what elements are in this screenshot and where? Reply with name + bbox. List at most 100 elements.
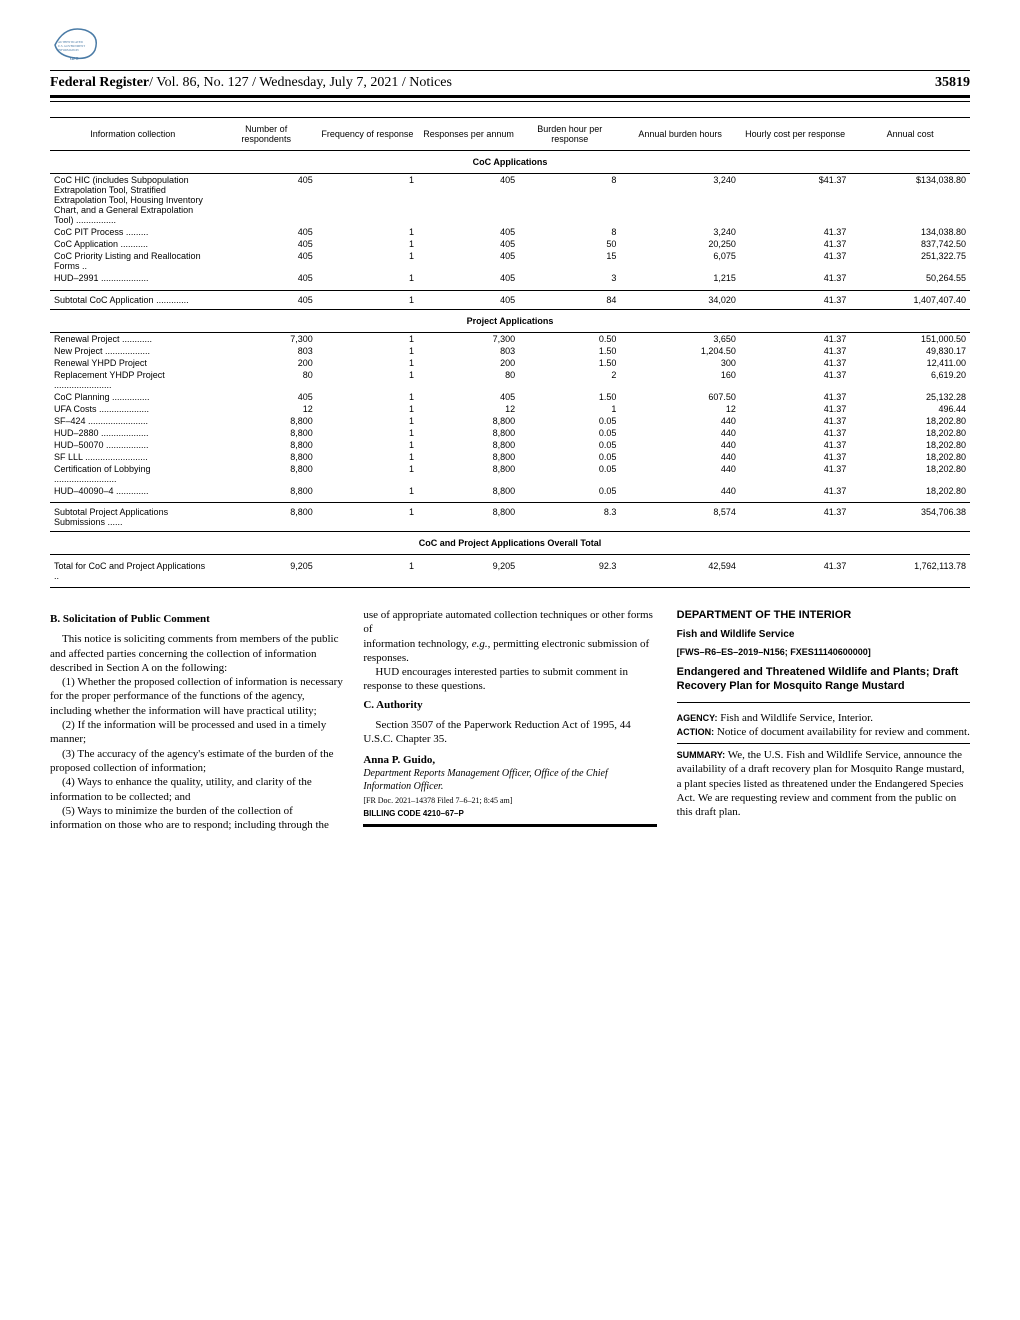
row-label: HUD–50070 ................. xyxy=(50,439,216,451)
table-cell: 8,800 xyxy=(216,439,317,451)
table-cell: 41.37 xyxy=(740,345,850,357)
table-cell: 1 xyxy=(317,332,418,345)
table-cell: 3 xyxy=(519,272,620,284)
table-cell: 6,075 xyxy=(620,250,740,272)
table-cell: 12 xyxy=(216,403,317,415)
table-cell: 41.37 xyxy=(740,427,850,439)
row-label: Subtotal CoC Application ............. xyxy=(50,290,216,309)
table-row: Total for CoC and Project Applications .… xyxy=(50,555,970,588)
table-cell: 41.37 xyxy=(740,503,850,532)
col-header: Annual burden hours xyxy=(620,118,740,151)
table-cell: 50,264.55 xyxy=(850,272,970,284)
row-label: CoC Application ........... xyxy=(50,238,216,250)
table-cell: 803 xyxy=(216,345,317,357)
table-cell: 8 xyxy=(519,174,620,227)
table-cell: 8,800 xyxy=(216,485,317,497)
agency-name: Fish and Wildlife Service xyxy=(677,628,970,641)
table-cell: 8,800 xyxy=(216,451,317,463)
table-cell: 7,300 xyxy=(216,332,317,345)
paragraph: (3) The accuracy of the agency's estimat… xyxy=(50,747,343,776)
table-row: HUD–40090–4 .............8,80018,8000.05… xyxy=(50,485,970,497)
table-row: HUD–2991 ...................405140531,21… xyxy=(50,272,970,284)
table-cell: 18,202.80 xyxy=(850,451,970,463)
table-cell: 1,215 xyxy=(620,272,740,284)
table-cell: 1 xyxy=(317,290,418,309)
table-cell: 41.37 xyxy=(740,290,850,309)
row-label: SF LLL ......................... xyxy=(50,451,216,463)
table-row: New Project ..................80318031.5… xyxy=(50,345,970,357)
table-cell: $41.37 xyxy=(740,174,850,227)
row-label: Total for CoC and Project Applications .… xyxy=(50,555,216,588)
table-cell: 41.37 xyxy=(740,391,850,403)
table-cell: 0.05 xyxy=(519,463,620,485)
summary-block: SUMMARY: We, the U.S. Fish and Wildlife … xyxy=(677,748,970,819)
table-cell: 41.37 xyxy=(740,332,850,345)
table-cell: 1 xyxy=(317,403,418,415)
row-label: HUD–40090–4 ............. xyxy=(50,485,216,497)
row-label: Renewal Project ............ xyxy=(50,332,216,345)
table-cell: 405 xyxy=(418,272,519,284)
table-cell: 8,800 xyxy=(216,415,317,427)
header-rule xyxy=(50,100,970,102)
table-cell: 41.37 xyxy=(740,415,850,427)
table-cell: 1 xyxy=(317,174,418,227)
svg-text:INFORMATION: INFORMATION xyxy=(58,48,80,52)
table-cell: 41.37 xyxy=(740,485,850,497)
table-cell: 8,800 xyxy=(216,503,317,532)
table-cell: 41.37 xyxy=(740,403,850,415)
table-cell: 1 xyxy=(317,439,418,451)
row-label: HUD–2991 ................... xyxy=(50,272,216,284)
table-cell: 803 xyxy=(418,345,519,357)
table-cell: 8,800 xyxy=(418,415,519,427)
row-label: New Project .................. xyxy=(50,345,216,357)
table-cell: 80 xyxy=(418,369,519,391)
table-cell: 1.50 xyxy=(519,357,620,369)
table-row: HUD–50070 .................8,80018,8000.… xyxy=(50,439,970,451)
paragraph: Section 3507 of the Paperwork Reduction … xyxy=(363,718,656,747)
table-cell: 405 xyxy=(216,272,317,284)
table-cell: 18,202.80 xyxy=(850,439,970,451)
table-cell: 0.05 xyxy=(519,451,620,463)
billing-code: BILLING CODE 4210–67–P xyxy=(363,809,656,819)
table-cell: 1 xyxy=(317,503,418,532)
table-row: UFA Costs ....................1211211241… xyxy=(50,403,970,415)
paragraph: (1) Whether the proposed collection of i… xyxy=(50,675,343,718)
table-cell: 251,322.75 xyxy=(850,250,970,272)
col-header: Hourly cost per response xyxy=(740,118,850,151)
table-cell: 8,800 xyxy=(418,427,519,439)
row-label: SF–424 ........................ xyxy=(50,415,216,427)
table-cell: 18,202.80 xyxy=(850,463,970,485)
table-cell: 41.37 xyxy=(740,226,850,238)
table-cell: 1 xyxy=(317,272,418,284)
header-page: 35819 xyxy=(935,75,970,91)
table-cell: 354,706.38 xyxy=(850,503,970,532)
table-cell: 1,762,113.78 xyxy=(850,555,970,588)
table-cell: 9,205 xyxy=(216,555,317,588)
table-row: Renewal Project ............7,30017,3000… xyxy=(50,332,970,345)
table-cell: 12 xyxy=(418,403,519,415)
table-cell: 405 xyxy=(418,226,519,238)
table-cell: 440 xyxy=(620,451,740,463)
section-heading: C. Authority xyxy=(363,698,656,712)
table-cell: $134,038.80 xyxy=(850,174,970,227)
col-header: Responses per annum xyxy=(418,118,519,151)
table-cell: 7,300 xyxy=(418,332,519,345)
agency-block: AGENCY: Fish and Wildlife Service, Inter… xyxy=(677,711,970,725)
table-cell: 440 xyxy=(620,427,740,439)
table-cell: 1 xyxy=(317,238,418,250)
table-cell: 160 xyxy=(620,369,740,391)
action-block: ACTION: Notice of document availability … xyxy=(677,725,970,744)
table-cell: 80 xyxy=(216,369,317,391)
table-cell: 440 xyxy=(620,439,740,451)
table-cell: 42,594 xyxy=(620,555,740,588)
table-cell: 405 xyxy=(418,290,519,309)
table-cell: 12 xyxy=(620,403,740,415)
table-cell: 200 xyxy=(216,357,317,369)
table-cell: 41.37 xyxy=(740,451,850,463)
table-cell: 1 xyxy=(317,427,418,439)
table-cell: 41.37 xyxy=(740,250,850,272)
table-cell: 1 xyxy=(317,369,418,391)
section-header-row: CoC Applications xyxy=(50,151,970,174)
table-row: Subtotal Project Applications Submission… xyxy=(50,503,970,532)
table-cell: 1 xyxy=(317,226,418,238)
